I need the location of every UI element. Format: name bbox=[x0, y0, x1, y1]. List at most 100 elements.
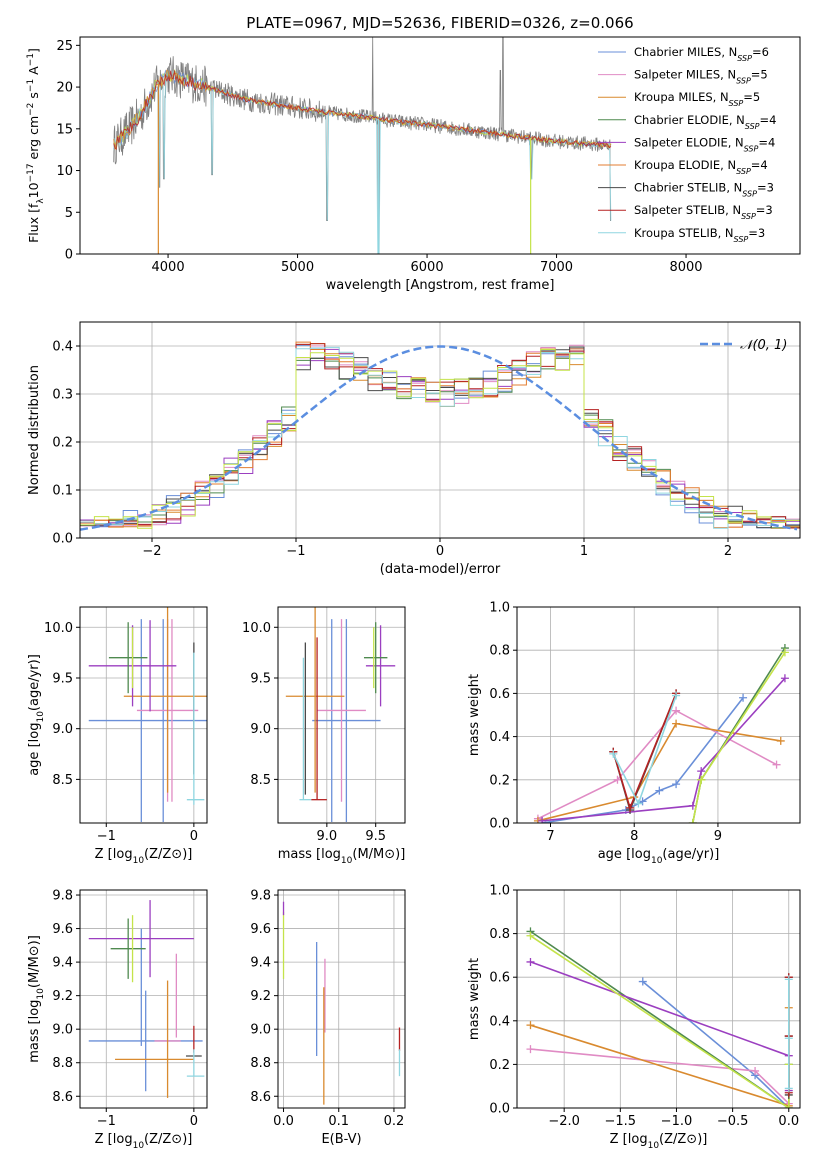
legend-entry: Chabrier MILES, NSSP=6 bbox=[634, 45, 769, 63]
mass-weight-line bbox=[612, 693, 677, 811]
tick-label-y: 0.0 bbox=[489, 817, 510, 832]
x-axis-label: Z [log10(Z/Z⊙)] bbox=[95, 1132, 193, 1151]
legend-entry: Salpeter STELIB, NSSP=3 bbox=[634, 203, 773, 221]
plus-marker bbox=[780, 648, 789, 657]
x-axis-label: Z [log10(Z/Z⊙)] bbox=[95, 847, 193, 866]
tick-label-y: 1.0 bbox=[489, 884, 510, 899]
tick-label-y: 0.8 bbox=[489, 927, 510, 942]
tick-label-x: 0.1 bbox=[328, 1114, 349, 1129]
plus-marker bbox=[526, 931, 535, 940]
plus-marker bbox=[751, 1066, 760, 1075]
tick-label-x: 0.2 bbox=[384, 1114, 405, 1129]
tick-label-y: 0.4 bbox=[52, 340, 73, 355]
tick-label-y: 0.2 bbox=[489, 773, 510, 788]
tick-label-y: 9.2 bbox=[52, 989, 73, 1004]
tick-label-x: 0 bbox=[190, 1114, 198, 1129]
legend-entry: Chabrier ELODIE, NSSP=4 bbox=[634, 113, 776, 131]
tick-label-y: 8.5 bbox=[52, 773, 73, 788]
tick-label-x: −1.0 bbox=[661, 1114, 693, 1129]
legend-entry: Kroupa STELIB, NSSP=3 bbox=[634, 226, 765, 244]
plus-marker bbox=[538, 816, 547, 823]
legend-entry: Chabrier STELIB, NSSP=3 bbox=[634, 181, 774, 199]
plus-marker bbox=[672, 691, 681, 700]
tick-label-y: 9.2 bbox=[250, 989, 271, 1004]
plus-marker bbox=[526, 1045, 535, 1054]
tick-label-y: 10.0 bbox=[242, 621, 271, 636]
tick-label-x: −1 bbox=[286, 544, 305, 559]
tick-label-y: 15 bbox=[56, 122, 73, 137]
axes-residuals: −2 −1 0 1 2 0.0 0.1 0.2 0.3 0.4 (data-model)/error… bbox=[27, 321, 801, 577]
tick-label-x: 6000 bbox=[411, 260, 444, 275]
mass-weight-line bbox=[542, 677, 786, 822]
plot-area-mw_vs_Z bbox=[526, 927, 793, 1108]
tick-label-x: 0.0 bbox=[778, 1114, 799, 1129]
axes-mw_vs_Z: −2.0 −1.5 −1.0 −0.5 0.0 0.0 0.2 0.4 0.6 0.8 1.0 Z [… bbox=[467, 884, 801, 1151]
tick-label-y: 0.6 bbox=[489, 687, 510, 702]
plus-marker bbox=[739, 693, 748, 702]
y-axis-label: Normed distribution bbox=[27, 365, 42, 495]
y-axis-label: Flux [fλ10−17 erg cm−2 s−1 A−1] bbox=[26, 48, 46, 243]
tick-label-x: 7000 bbox=[540, 260, 573, 275]
tick-label-y: 25 bbox=[56, 39, 73, 54]
tick-label-x: 5000 bbox=[281, 260, 314, 275]
legend-entry: 𝒩(0, 1) bbox=[740, 338, 787, 353]
tick-label-y: 0.2 bbox=[489, 1058, 510, 1073]
mass-weight-line bbox=[612, 693, 677, 813]
x-axis-label: E(B-V) bbox=[321, 1132, 361, 1147]
axes-frame bbox=[277, 606, 406, 824]
plus-marker bbox=[784, 1084, 793, 1093]
mass-weight-line bbox=[530, 1048, 790, 1105]
x-axis-label: Z [log10(Z/Z⊙)] bbox=[610, 1132, 708, 1151]
mass-weight-line bbox=[642, 980, 790, 1108]
tick-label-x: −2.0 bbox=[548, 1114, 580, 1129]
spectrum-data-line bbox=[113, 37, 611, 254]
tick-label-x: 9.0 bbox=[317, 829, 338, 844]
tick-label-x: 0.0 bbox=[273, 1114, 294, 1129]
tick-label-y: 0.4 bbox=[489, 730, 510, 745]
axes-mass_vs_ebv: 0.0 0.1 0.2 8.6 8.8 9.0 9.2 9.4 9.6 9.8 E(B-V) bbox=[250, 889, 406, 1147]
tick-label-y: 0.0 bbox=[52, 532, 73, 547]
histogram-series bbox=[80, 349, 800, 529]
tick-label-y: 8.8 bbox=[250, 1056, 271, 1071]
tick-label-x: −1.5 bbox=[605, 1114, 637, 1129]
plot-area-mass_vs_ebv bbox=[282, 901, 401, 1105]
legend-entry: Kroupa MILES, NSSP=5 bbox=[634, 90, 760, 108]
normal-curve bbox=[80, 345, 798, 531]
plus-marker bbox=[526, 957, 535, 966]
tick-label-y: 8.5 bbox=[250, 773, 271, 788]
plus-marker bbox=[672, 780, 681, 789]
tick-label-y: 0.3 bbox=[52, 388, 73, 403]
plus-marker bbox=[697, 767, 706, 776]
plus-marker bbox=[634, 799, 643, 808]
tick-label-y: 9.0 bbox=[250, 722, 271, 737]
tick-label-y: 9.5 bbox=[250, 671, 271, 686]
axes-frame bbox=[79, 606, 208, 824]
tick-label-x: 9.5 bbox=[365, 829, 386, 844]
tick-label-y: 0.2 bbox=[52, 436, 73, 451]
legend-entry: Salpeter ELODIE, NSSP=4 bbox=[634, 135, 775, 153]
tick-label-x: 2 bbox=[724, 544, 732, 559]
tick-label-y: 10 bbox=[56, 164, 73, 179]
axes-mw_vs_age: 7 8 9 0.0 0.2 0.4 0.6 0.8 1.0 age [log10(age/yr)]… bbox=[467, 601, 801, 866]
y-axis-label: mass weight bbox=[467, 674, 482, 756]
tick-label-y: 0.6 bbox=[489, 971, 510, 986]
tick-label-y: 9.0 bbox=[250, 1023, 271, 1038]
tick-label-y: 20 bbox=[56, 81, 73, 96]
tick-label-x: 7 bbox=[546, 829, 554, 844]
axes-spectrum: 4000 5000 6000 7000 8000 0 5 10 15 20 25 wavelength… bbox=[26, 36, 801, 293]
axes-age_vs_mass: 9.0 9.5 8.5 9.0 9.5 10.0 mass [log10(M/M⊙)] bbox=[242, 606, 406, 866]
tick-label-x: −0.5 bbox=[717, 1114, 749, 1129]
tick-label-x: 1 bbox=[580, 544, 588, 559]
tick-label-x: 8000 bbox=[669, 260, 702, 275]
plus-marker bbox=[784, 975, 793, 984]
tick-label-y: 8.6 bbox=[52, 1090, 73, 1105]
tick-label-y: 0.4 bbox=[489, 1014, 510, 1029]
axes-frame bbox=[516, 606, 801, 824]
tick-label-y: 5 bbox=[65, 206, 73, 221]
plus-marker bbox=[784, 1104, 793, 1108]
plus-marker bbox=[526, 1021, 535, 1030]
tick-label-y: 9.4 bbox=[250, 956, 271, 971]
plus-marker bbox=[638, 977, 647, 986]
tick-label-y: 0.1 bbox=[52, 484, 73, 499]
